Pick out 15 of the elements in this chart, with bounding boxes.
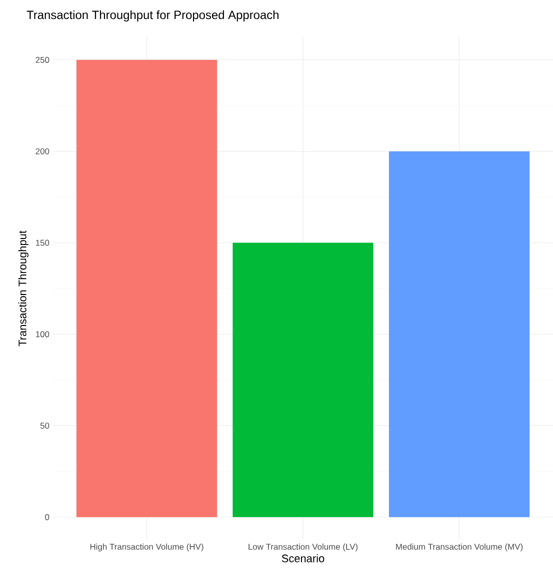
y-axis-title: Transaction Throughput <box>18 230 29 346</box>
x-axis-title: Scenario <box>282 554 324 562</box>
y-tick-label: 50 <box>40 422 50 429</box>
x-tick-label: Low Transaction Volume (LV) <box>248 544 358 552</box>
bar <box>232 242 374 518</box>
y-tick-label: 100 <box>36 331 50 338</box>
bar <box>76 60 218 518</box>
chart-title: Transaction Throughput for Proposed Approach <box>26 10 278 22</box>
y-tick-label: 0 <box>45 514 50 520</box>
y-tick-label: 250 <box>36 56 50 63</box>
x-tick-label: Medium Transaction Volume (MV) <box>396 544 523 552</box>
y-tick-label: 150 <box>36 240 50 246</box>
x-tick-label: High Transaction Volume (HV) <box>90 544 204 552</box>
bar <box>388 151 530 518</box>
y-tick-label: 200 <box>36 148 50 154</box>
